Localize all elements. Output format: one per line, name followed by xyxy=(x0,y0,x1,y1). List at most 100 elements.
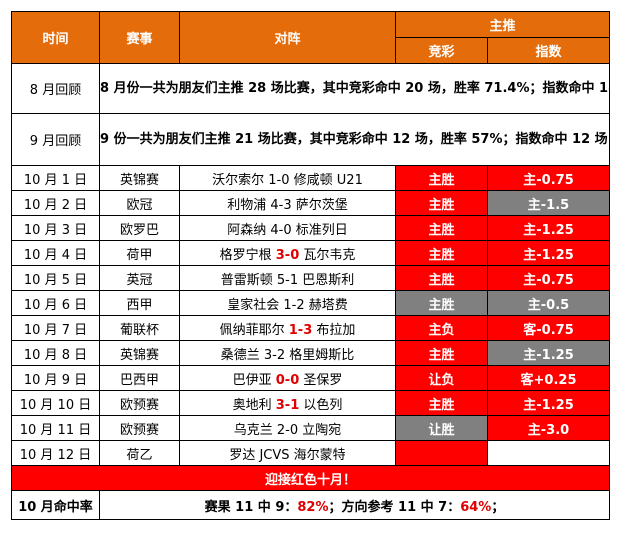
header-row-bottom: 竞彩 指数 xyxy=(12,37,611,64)
match-league: 英冠 xyxy=(99,265,180,291)
home-team: 普雷斯顿 xyxy=(220,272,277,288)
away-team: 瓦尔韦克 xyxy=(299,247,356,263)
match-date: 10 月 11 日 xyxy=(11,415,100,441)
away-team: 立陶宛 xyxy=(298,422,342,438)
away-team: 格里姆斯比 xyxy=(285,347,355,363)
away-team: 萨尔茨堡 xyxy=(291,197,348,213)
index-pick: 客-0.75 xyxy=(486,315,611,341)
picks-table: 时间 赛事 对阵 主推 竞彩 指数 8 月回顾 8 月份一共为朋友们主推 28 … xyxy=(10,11,611,520)
away-team: 以色列 xyxy=(299,397,343,413)
match-row: 10 月 8 日英锦赛 桑德兰 3-2 格里姆斯比 主胜 主-1.25 xyxy=(11,340,611,366)
home-team: 罗达 JCVS 海尔蒙特 xyxy=(229,447,346,463)
jingcai-pick: 主胜 xyxy=(395,215,488,241)
match-row: 10 月 4 日荷甲 格罗宁根 3-0 瓦尔韦克 主胜 主-1.25 xyxy=(11,240,611,266)
match-league: 西甲 xyxy=(99,290,180,316)
home-team: 皇家社会 xyxy=(227,297,284,313)
index-pick: 主-0.75 xyxy=(486,165,611,191)
match-row: 10 月 10 日欧预赛 奥地利 3-1 以色列 主胜 主-1.25 xyxy=(11,390,611,416)
match-row: 10 月 12 日荷乙 罗达 JCVS 海尔蒙特 xyxy=(11,440,611,466)
away-team: 巴恩斯利 xyxy=(298,272,355,288)
match-league: 葡联杯 xyxy=(99,315,180,341)
match-row: 10 月 6 日西甲 皇家社会 1-2 赫塔费 主胜 主-0.5 xyxy=(11,290,611,316)
match-date: 10 月 7 日 xyxy=(11,315,100,341)
match-row: 10 月 7 日葡联杯 佩纳菲耶尔 1-3 布拉加 主负 客-0.75 xyxy=(11,315,611,341)
hit-rate-row: 10 月命中率 赛果 11 中 9：82%；方向参考 11 中 7：64%； xyxy=(11,490,611,520)
match-score: 4-0 xyxy=(270,222,292,238)
match-date: 10 月 12 日 xyxy=(11,440,100,466)
index-pick: 主-1.5 xyxy=(486,190,611,216)
match-fixture: 巴伊亚 0-0 圣保罗 xyxy=(179,365,396,391)
jingcai-pick: 主胜 xyxy=(395,240,488,266)
jingcai-pick: 主胜 xyxy=(395,340,488,366)
header-match: 对阵 xyxy=(179,11,396,64)
match-score: 3-2 xyxy=(263,347,286,363)
away-team: 布拉加 xyxy=(312,322,356,338)
index-pick: 主-3.0 xyxy=(486,415,611,441)
index-pick: 主-0.75 xyxy=(486,265,611,291)
match-date: 10 月 9 日 xyxy=(11,365,100,391)
home-team: 桑德兰 xyxy=(220,347,264,363)
match-league: 欧预赛 xyxy=(99,415,180,441)
home-team: 乌克兰 xyxy=(233,422,277,438)
slogan-row: 迎接红色十月！ xyxy=(10,465,611,491)
match-league: 荷甲 xyxy=(99,240,180,266)
match-date: 10 月 4 日 xyxy=(11,240,100,266)
match-fixture: 普雷斯顿 5-1 巴恩斯利 xyxy=(179,265,396,291)
match-date: 10 月 6 日 xyxy=(11,290,100,316)
match-date: 10 月 10 日 xyxy=(11,390,100,416)
jingcai-pick: 让负 xyxy=(395,365,488,391)
slogan: 迎接红色十月！ xyxy=(10,465,611,491)
jingcai-pick: 主胜 xyxy=(395,190,488,216)
home-team: 奥地利 xyxy=(232,397,276,413)
header-main-pick: 主推 xyxy=(394,11,611,38)
match-row: 10 月 2 日欧冠 利物浦 4-3 萨尔茨堡 主胜 主-1.5 xyxy=(11,190,611,216)
match-fixture: 利物浦 4-3 萨尔茨堡 xyxy=(179,190,396,216)
match-league: 欧预赛 xyxy=(99,390,180,416)
index-pick: 主-1.25 xyxy=(486,340,611,366)
match-score: 1-3 xyxy=(288,322,313,338)
match-score: 1-2 xyxy=(283,297,305,313)
match-league: 英锦赛 xyxy=(99,340,180,366)
jingcai-pick: 主胜 xyxy=(395,290,488,316)
jingcai-pick xyxy=(395,440,488,466)
match-league: 欧冠 xyxy=(99,190,180,216)
match-score: 3-0 xyxy=(275,247,300,263)
index-pick xyxy=(486,440,611,466)
match-score: 5-1 xyxy=(276,272,299,288)
away-team: 赫塔费 xyxy=(304,297,348,313)
header-league: 赛事 xyxy=(99,11,180,64)
match-fixture: 皇家社会 1-2 赫塔费 xyxy=(179,290,396,316)
match-row: 10 月 5 日英冠 普雷斯顿 5-1 巴恩斯利 主胜 主-0.75 xyxy=(11,265,611,291)
review-row-august: 8 月回顾 8 月份一共为朋友们主推 28 场比赛，其中竞彩命中 20 场，胜率… xyxy=(11,63,611,114)
match-row: 10 月 3 日欧罗巴 阿森纳 4-0 标准列日 主胜 主-1.25 xyxy=(11,215,611,241)
match-score: 4-3 xyxy=(270,197,292,213)
match-row: 10 月 1 日英锦赛 沃尔索尔 1-0 修咸顿 U21 主胜 主-0.75 xyxy=(11,165,611,191)
match-date: 10 月 2 日 xyxy=(11,190,100,216)
home-team: 沃尔索尔 xyxy=(212,172,269,188)
jingcai-pick: 主胜 xyxy=(395,265,488,291)
match-fixture: 桑德兰 3-2 格里姆斯比 xyxy=(179,340,396,366)
index-pick: 客+0.25 xyxy=(486,365,611,391)
away-team: 修咸顿 U21 xyxy=(289,172,363,188)
jingcai-pick: 主负 xyxy=(395,315,488,341)
summary-text: ；方向参考 11 中 7： xyxy=(328,499,461,515)
match-league: 荷乙 xyxy=(99,440,180,466)
match-score: 2-0 xyxy=(276,422,299,438)
match-fixture: 沃尔索尔 1-0 修咸顿 U21 xyxy=(179,165,396,191)
match-league: 英锦赛 xyxy=(99,165,180,191)
match-league: 欧罗巴 xyxy=(99,215,180,241)
summary-text: ； xyxy=(491,499,505,515)
review-text: 9 份一共为朋友们主推 21 场比赛，其中竞彩命中 12 场，胜率 57%；指数… xyxy=(98,113,611,166)
match-fixture: 奥地利 3-1 以色列 xyxy=(179,390,396,416)
match-fixture: 阿森纳 4-0 标准列日 xyxy=(179,215,396,241)
match-fixture: 格罗宁根 3-0 瓦尔韦克 xyxy=(179,240,396,266)
home-team: 阿森纳 xyxy=(227,222,271,238)
review-label: 9 月回顾 xyxy=(11,113,100,166)
jingcai-pick: 让胜 xyxy=(395,415,488,441)
match-score: 3-1 xyxy=(275,397,300,413)
index-pick: 主-0.5 xyxy=(486,290,611,316)
header-index: 指数 xyxy=(486,37,611,64)
match-date: 10 月 5 日 xyxy=(11,265,100,291)
review-label: 8 月回顾 xyxy=(11,63,100,114)
match-fixture: 乌克兰 2-0 立陶宛 xyxy=(179,415,396,441)
